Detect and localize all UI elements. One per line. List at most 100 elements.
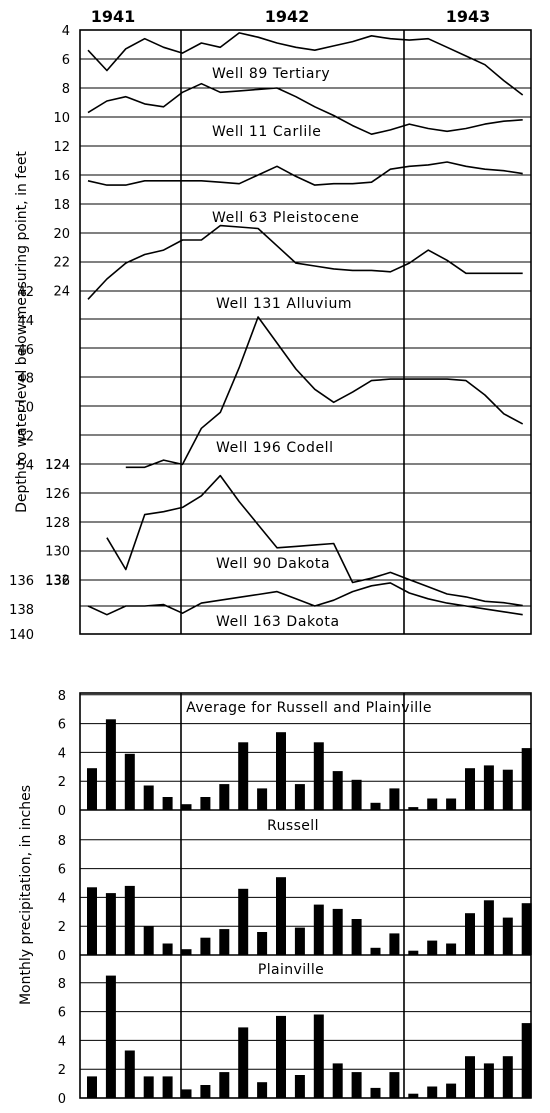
depth-tick-label: 22 [53,256,70,271]
depth-tick-label: 124 [45,458,70,473]
depth-tick-label: 136 [45,574,70,589]
precip-tick-label: 0 [58,1092,66,1107]
precip-bar [313,904,324,955]
precip-bar [257,788,268,810]
precip-bar [465,913,475,955]
depth-tick-label: 44 [17,314,34,329]
depth-tick-label: 52 [17,430,34,445]
depth-tick-label: 48 [17,372,34,387]
precip-bar [87,887,97,955]
precip-bar [124,885,135,955]
year-label-1941: 1941 [91,7,136,26]
precip-bar [521,1023,532,1098]
precip-bar [351,1072,362,1098]
depth-tick-label: 138 [9,603,34,618]
depth-tick-label: 24 [53,285,70,300]
precip-bar [332,908,343,955]
well-line-90 [106,474,523,607]
depth-axis-label: Depth to water level below measuring poi… [14,151,30,513]
depth-tick-label: 130 [45,545,70,560]
hydrograph-panel: 1941 1942 1943 4681012161820222442444648… [9,7,532,643]
depth-tick-label: 20 [53,227,70,242]
precip-bar [105,719,116,810]
precip-bar [294,784,305,810]
precipitation-bars [87,719,532,1098]
precip-tick-label: 4 [58,1034,66,1049]
precip-bar [219,929,230,955]
depth-tick-label: 126 [45,487,70,502]
precip-bar [200,1085,211,1098]
depth-tick-label: 128 [45,516,70,531]
precip-bar [162,943,173,955]
depth-tick-label: 140 [9,628,34,643]
precip-bar [332,771,343,810]
precip-bar [257,932,268,955]
precip-tick-label: 8 [58,689,66,704]
precip-bar [502,917,513,955]
precip-bar [162,1076,173,1098]
depth-tick-label: 12 [53,140,70,155]
precip-bar [143,926,154,955]
well-line-131 [87,224,523,300]
precip-tick-label: 6 [58,718,66,733]
precip-bar [502,769,513,810]
precip-bar [521,748,532,810]
precip-bar [446,1083,457,1098]
precip-bar [465,1056,475,1098]
precip-tick-label: 8 [58,977,66,992]
precip-bar [370,1087,381,1098]
well-line-163 [87,582,523,616]
depth-tick-label: 136 [9,574,34,589]
precip-bar [389,1072,400,1098]
precip-bar [483,765,494,810]
precip-bar [238,1027,249,1098]
depth-tick-label: 4 [62,24,70,39]
precip-bar [446,943,457,955]
precip-tick-label: 2 [58,775,66,790]
precip-bar [181,949,192,955]
precip-bar [143,785,154,810]
precipitation-panel: 0 2 4 6 8 0 2 4 6 8 0 2 4 6 8 Average for Russell and … [18,689,532,1107]
well-label-163: Well 163 Dakota [216,614,340,630]
well-label-89: Well 89 Tertiary [212,66,330,82]
precip-bar [483,900,494,955]
precip-bar [408,950,419,955]
well-line-63 [87,161,523,186]
precip-bar [238,742,249,810]
depth-tick-label: 18 [53,198,70,213]
precip-bar [143,1076,154,1098]
precip-bar [294,927,305,955]
year-label-1942: 1942 [265,7,310,26]
precip-bar [219,784,230,810]
precip-bar [87,1076,97,1098]
precip-tick-label: 6 [58,863,66,878]
depth-tick-label: 54 [17,458,34,473]
depth-tick-label: 124 [45,458,70,473]
hydrograph-grid [80,29,531,635]
precipitation-grid [80,694,531,1099]
precipitation-tick-labels: 0 2 4 6 8 0 2 4 6 8 0 2 4 6 8 [58,689,66,1107]
precip-tick-label: 6 [58,1006,66,1021]
precip-bar [276,1015,286,1098]
precip-tick-label: 4 [58,746,66,761]
panel-title-russell: Russell [267,818,319,834]
precip-bar [370,947,381,955]
precip-bar [427,798,438,810]
precip-bar [370,802,381,810]
year-label-1943: 1943 [446,7,491,26]
precipitation-frame [79,692,532,1099]
precip-tick-label: 2 [58,920,66,935]
precip-bar [332,1063,343,1098]
precip-tick-label: 0 [58,949,66,964]
precip-bar [351,779,362,810]
precip-tick-label: 4 [58,891,66,906]
precipitation-axis-label: Monthly precipitation, in inches [18,785,34,1005]
precip-bar [427,1086,438,1098]
well-label-90: Well 90 Dakota [216,556,330,572]
depth-tick-label: 6 [62,53,70,68]
well-line-89 [87,32,524,96]
well-label-11: Well 11 Carlile [212,124,322,140]
depth-tick-label: 132 [45,574,70,589]
